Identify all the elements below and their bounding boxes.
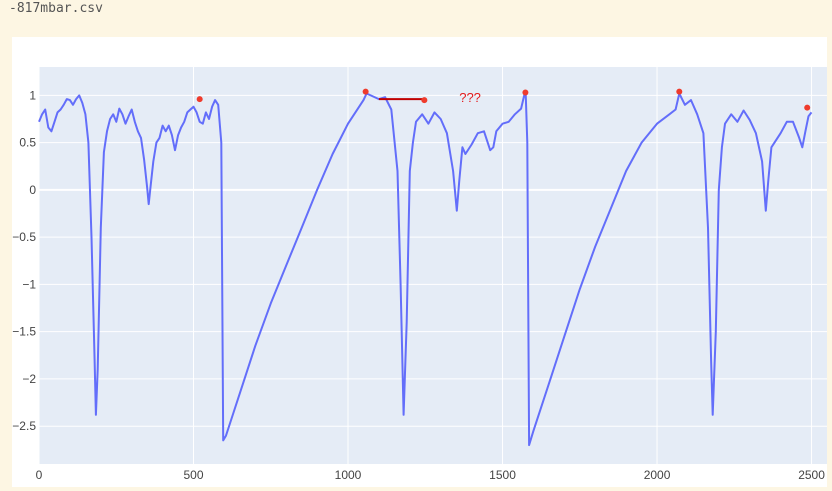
y-tick-label: −2 <box>22 372 36 386</box>
peak-marker <box>804 104 811 111</box>
y-tick-label: 1 <box>29 88 36 102</box>
x-tick-label: 1000 <box>335 468 362 482</box>
x-tick-label: 1500 <box>489 468 516 482</box>
peak-marker <box>676 88 683 95</box>
data-series-line <box>38 92 813 447</box>
y-tick-label: −1 <box>22 277 36 291</box>
x-tick-label: 500 <box>183 468 203 482</box>
y-tick-label: −2.5 <box>12 419 36 433</box>
y-tick-label: 0 <box>29 183 36 197</box>
file-name: -817mbar.csv <box>9 1 103 16</box>
x-tick-label: 2500 <box>798 468 825 482</box>
annotation-label: ??? <box>459 90 481 105</box>
peak-marker <box>196 96 203 103</box>
x-tick-label: 0 <box>36 468 43 482</box>
line-chart: 0 500 1000 1500 2000 2500 −2.5 −2 −1.5 −1 −0.5 0 0.5… <box>12 67 827 482</box>
peak-marker <box>362 88 369 95</box>
y-tick-label: −0.5 <box>12 230 36 244</box>
peak-marker <box>522 89 529 96</box>
peak-marker <box>421 97 428 104</box>
chart-panel: 0 500 1000 1500 2000 2500 −2.5 −2 −1.5 −1 −0.5 0 0.5… <box>12 37 827 487</box>
x-tick-label: 2000 <box>644 468 671 482</box>
y-tick-label: 0.5 <box>19 136 36 150</box>
y-tick-label: −1.5 <box>12 325 36 339</box>
